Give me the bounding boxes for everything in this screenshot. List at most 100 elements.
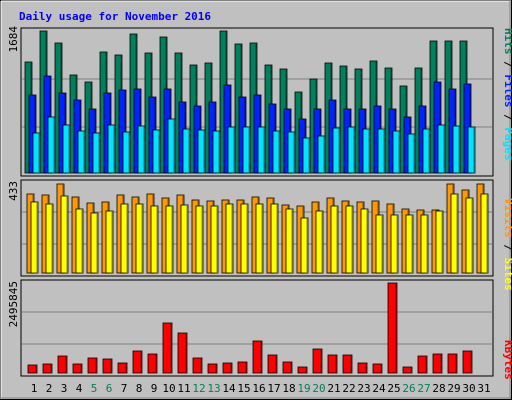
bar-pages-day-30 <box>467 126 476 174</box>
bar-shade-sites-day-29 <box>456 195 458 273</box>
bar-sites-day-15 <box>240 203 249 274</box>
bar-pages-day-19 <box>302 137 311 174</box>
bar-kbytes-day-12 <box>192 357 203 374</box>
bar-sites-day-19 <box>300 217 309 274</box>
bar-sites-day-11 <box>180 204 189 274</box>
bar-shade-sites-day-7 <box>126 205 128 273</box>
bar-shade-pages-day-18 <box>293 133 295 173</box>
bar-pages-day-3 <box>62 124 71 174</box>
bar-shade-sites-day-18 <box>291 210 293 273</box>
day-label-24: 24 <box>372 382 386 395</box>
bar-pages-day-26 <box>407 133 416 174</box>
bar-shade-sites-day-20 <box>321 212 323 273</box>
bar-pages-day-10 <box>167 118 176 174</box>
bar-shade-kbytes-day-14 <box>230 364 232 373</box>
bar-kbytes-day-26 <box>402 366 413 374</box>
bar-kbytes-day-25 <box>387 282 398 374</box>
day-label-9: 9 <box>151 382 158 395</box>
bar-shade-kbytes-day-11 <box>185 334 187 373</box>
top-legend: Hits / Files / Pages <box>502 28 512 161</box>
day-label-2: 2 <box>46 382 53 395</box>
bar-shade-pages-day-17 <box>278 132 280 173</box>
bar-shade-pages-day-30 <box>473 128 475 173</box>
bar-shade-kbytes-day-2 <box>50 365 52 373</box>
bar-pages-day-23 <box>362 128 371 174</box>
bar-shade-pages-day-27 <box>428 130 430 173</box>
bar-pages-day-29 <box>452 125 461 174</box>
bar-shade-kbytes-day-29 <box>455 355 457 373</box>
bar-kbytes-day-20 <box>312 348 323 374</box>
bar-sites-day-3 <box>60 195 69 274</box>
bar-shade-sites-day-17 <box>276 205 278 273</box>
bar-shade-pages-day-10 <box>173 120 175 173</box>
bar-shade-kbytes-day-4 <box>80 365 82 373</box>
bar-pages-day-27 <box>422 128 431 174</box>
bar-shade-sites-day-26 <box>411 216 413 273</box>
bars-layer <box>24 30 489 374</box>
bar-pages-day-1 <box>32 132 41 174</box>
bar-shade-sites-day-30 <box>471 199 473 273</box>
day-label-15: 15 <box>237 382 250 395</box>
bottom-ytick-label: 2495845 <box>7 281 20 327</box>
bar-shade-kbytes-day-20 <box>320 350 322 373</box>
bar-pages-day-4 <box>77 130 86 174</box>
day-label-20: 20 <box>312 382 325 395</box>
bar-sites-day-21 <box>330 205 339 274</box>
bar-shade-pages-day-6 <box>113 126 115 173</box>
bar-pages-day-16 <box>257 126 266 174</box>
bar-sites-day-18 <box>285 208 294 274</box>
day-label-1: 1 <box>31 382 38 395</box>
bar-shade-kbytes-day-3 <box>65 357 67 373</box>
bar-sites-day-7 <box>120 203 129 274</box>
bar-pages-day-2 <box>47 116 56 174</box>
bar-pages-day-6 <box>107 124 116 174</box>
day-label-3: 3 <box>61 382 68 395</box>
bar-sites-day-4 <box>75 208 84 274</box>
bar-kbytes-day-13 <box>207 363 218 374</box>
day-label-23: 23 <box>357 382 370 395</box>
bar-shade-pages-day-29 <box>458 127 460 173</box>
day-label-29: 29 <box>447 382 460 395</box>
bar-kbytes-day-5 <box>87 357 98 374</box>
bar-shade-kbytes-day-16 <box>260 342 262 373</box>
bar-kbytes-day-23 <box>357 362 368 374</box>
day-label-26: 26 <box>402 382 415 395</box>
bar-kbytes-day-14 <box>222 362 233 374</box>
bar-shade-kbytes-day-27 <box>425 357 427 373</box>
bar-shade-sites-day-16 <box>261 205 263 273</box>
bar-shade-pages-day-25 <box>398 132 400 173</box>
bar-shade-sites-day-14 <box>231 205 233 273</box>
bar-shade-kbytes-day-8 <box>140 352 142 373</box>
bar-shade-sites-day-25 <box>396 216 398 273</box>
bar-sites-day-8 <box>135 203 144 274</box>
bar-pages-day-8 <box>137 125 146 174</box>
bar-kbytes-day-6 <box>102 358 113 374</box>
bar-shade-sites-day-31 <box>486 195 488 273</box>
bar-kbytes-day-8 <box>132 350 143 374</box>
bar-shade-kbytes-day-5 <box>95 359 97 373</box>
day-label-22: 22 <box>342 382 355 395</box>
day-label-7: 7 <box>121 382 128 395</box>
bar-kbytes-day-9 <box>147 353 158 374</box>
day-label-21: 21 <box>327 382 340 395</box>
bar-shade-sites-day-1 <box>36 203 38 273</box>
bar-pages-day-21 <box>332 127 341 174</box>
bar-kbytes-day-1 <box>27 364 38 374</box>
bar-pages-day-20 <box>317 135 326 174</box>
day-label-27: 27 <box>417 382 430 395</box>
bar-kbytes-day-18 <box>282 361 293 374</box>
bar-shade-sites-day-27 <box>426 216 428 273</box>
bar-pages-day-24 <box>377 128 386 174</box>
bar-sites-day-29 <box>450 193 459 274</box>
day-label-14: 14 <box>222 382 236 395</box>
bar-shade-sites-day-11 <box>186 206 188 273</box>
day-label-8: 8 <box>136 382 143 395</box>
day-label-4: 4 <box>76 382 83 395</box>
bar-shade-pages-day-15 <box>248 128 250 173</box>
bottom-legend: KBytes <box>502 340 512 380</box>
bar-kbytes-day-22 <box>342 354 353 374</box>
day-label-16: 16 <box>252 382 265 395</box>
bar-shade-pages-day-9 <box>158 131 160 173</box>
bar-shade-sites-day-8 <box>141 205 143 273</box>
